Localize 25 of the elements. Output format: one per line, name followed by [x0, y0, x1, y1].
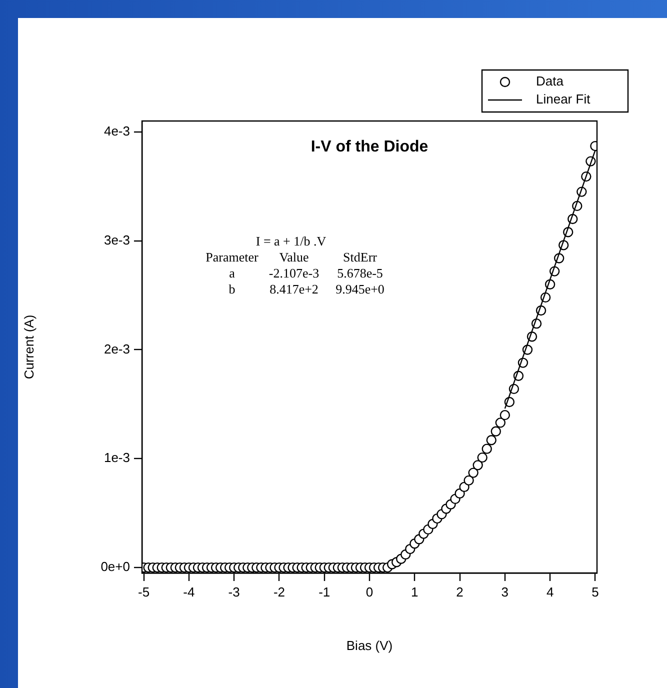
x-tick-label: -1 [318, 584, 330, 600]
text: b 8.417e+2 9.945e+0 [228, 281, 384, 296]
y-tick-label: 1e-3 [104, 450, 130, 466]
legend-label: Linear Fit [536, 92, 591, 107]
x-tick-label: -3 [228, 584, 240, 600]
y-axis-title: Current (A) [21, 314, 36, 380]
annotation: I = a + 1/b .V [256, 233, 327, 248]
text: a -2.107e-3 5.678e-5 [229, 265, 383, 280]
x-axis-title: Bias (V) [346, 638, 393, 653]
x-tick-label: 4 [546, 584, 554, 600]
x-tick-label: 1 [411, 584, 418, 600]
text: I-V of the Diode [310, 138, 428, 156]
y-tick-label: 3e-3 [104, 232, 130, 248]
y-tick-label: 2e-3 [104, 341, 130, 356]
y-tick-label: 0e+0 [100, 559, 130, 574]
legend-label: Data [536, 74, 564, 89]
x-tick-label: -2 [273, 584, 286, 600]
text: Parameter Value StdErr [206, 249, 377, 264]
x-tick-label: -5 [138, 584, 150, 600]
x-tick-label: 3 [501, 584, 509, 600]
x-tick-label: 5 [592, 584, 599, 600]
x-tick-label: 0 [366, 584, 374, 600]
x-tick-label: 2 [456, 584, 464, 600]
y-tick-label: 4e-3 [104, 123, 130, 138]
x-tick-label: -4 [183, 584, 195, 600]
